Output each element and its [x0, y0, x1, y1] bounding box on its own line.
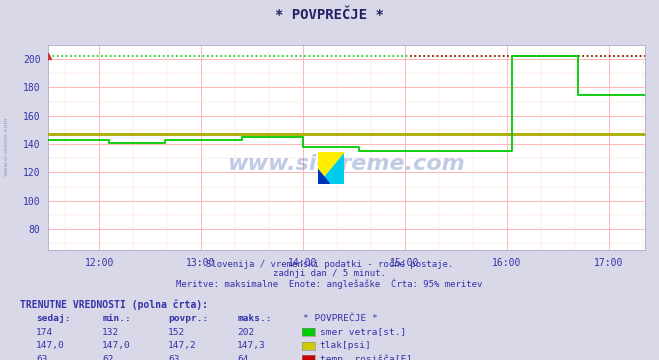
Text: sedaj:: sedaj:	[36, 314, 71, 323]
Text: 147,0: 147,0	[36, 341, 65, 350]
Text: povpr.:: povpr.:	[168, 314, 208, 323]
Text: 152: 152	[168, 328, 185, 337]
Polygon shape	[318, 169, 330, 184]
Text: 147,0: 147,0	[102, 341, 131, 350]
Text: * POVPREČJE *: * POVPREČJE *	[303, 314, 378, 323]
Text: 64: 64	[237, 355, 248, 360]
Text: temp. rosišča[F]: temp. rosišča[F]	[320, 355, 412, 360]
Text: 147,3: 147,3	[237, 341, 266, 350]
Text: 62: 62	[102, 355, 113, 360]
Text: maks.:: maks.:	[237, 314, 272, 323]
Text: smer vetra[st.]: smer vetra[st.]	[320, 328, 406, 337]
Text: 63: 63	[168, 355, 179, 360]
Text: 63: 63	[36, 355, 47, 360]
Text: www.si-vreme.com: www.si-vreme.com	[4, 116, 9, 176]
Text: tlak[psi]: tlak[psi]	[320, 341, 372, 350]
Text: * POVPREČJE *: * POVPREČJE *	[275, 8, 384, 22]
Text: 132: 132	[102, 328, 119, 337]
Text: 174: 174	[36, 328, 53, 337]
Text: www.si-vreme.com: www.si-vreme.com	[227, 154, 465, 174]
Polygon shape	[318, 152, 344, 184]
Text: TRENUTNE VREDNOSTI (polna črta):: TRENUTNE VREDNOSTI (polna črta):	[20, 300, 208, 310]
Text: zadnji dan / 5 minut.: zadnji dan / 5 minut.	[273, 269, 386, 278]
Text: Slovenija / vremenski podatki - ročne postaje.: Slovenija / vremenski podatki - ročne po…	[206, 260, 453, 269]
Text: Meritve: maksimalne  Enote: anglešaške  Črta: 95% meritev: Meritve: maksimalne Enote: anglešaške Čr…	[177, 279, 482, 289]
Text: 202: 202	[237, 328, 254, 337]
Text: 147,2: 147,2	[168, 341, 197, 350]
Polygon shape	[318, 152, 344, 184]
Text: min.:: min.:	[102, 314, 131, 323]
